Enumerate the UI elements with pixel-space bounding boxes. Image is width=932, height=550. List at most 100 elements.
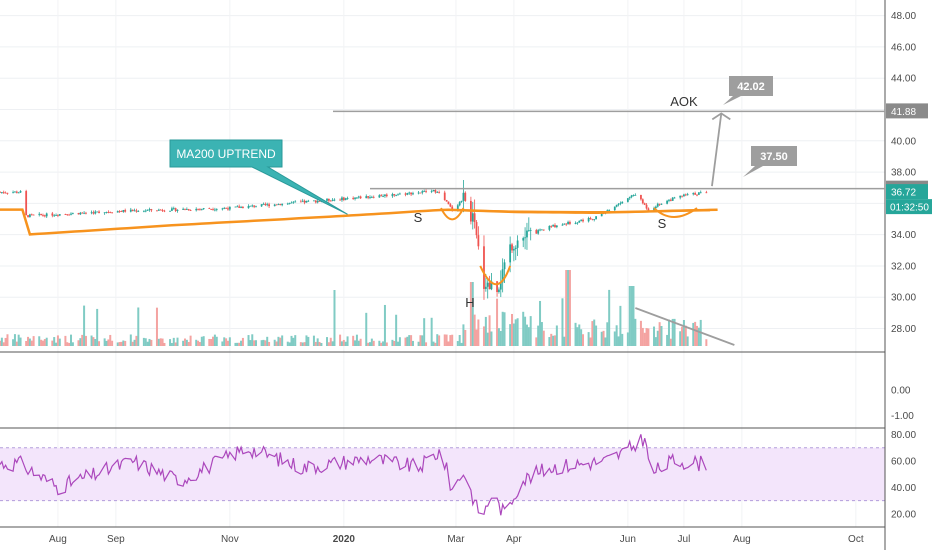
volume-bar (98, 341, 101, 346)
volume-bar (482, 326, 485, 346)
candle-body (200, 209, 203, 210)
candle-body (251, 205, 254, 207)
volume-bar (357, 340, 360, 346)
candle-body (563, 223, 566, 225)
candle-body (398, 193, 401, 195)
volume-bar (434, 342, 437, 346)
volume-bar (671, 318, 674, 346)
candle-body (357, 196, 360, 198)
countdown-tag-bg (886, 199, 932, 215)
volume-bar (318, 341, 321, 346)
volume-bar (615, 325, 618, 346)
price-tick-label: 28.00 (891, 324, 916, 335)
volume-bar (656, 330, 659, 346)
volume-bar (288, 342, 291, 346)
candle-body (458, 202, 461, 206)
volume-bar (346, 336, 349, 346)
volume-bar (621, 333, 624, 346)
volume-bar (17, 334, 20, 346)
candle-body (32, 214, 35, 216)
volume-bar (6, 334, 9, 346)
volume-bar (327, 342, 330, 346)
candle-body (626, 198, 629, 202)
volume-bar (53, 337, 56, 346)
rsi-tick-label: 20.00 (891, 509, 916, 520)
candle-body (223, 208, 226, 209)
volume-bar (692, 322, 695, 346)
rsi-tick-label: 80.00 (891, 430, 916, 441)
candle-body (240, 206, 242, 208)
volume-bar (339, 334, 342, 346)
candle-body (28, 214, 31, 217)
volume-bar (320, 342, 323, 346)
candle-body (372, 196, 375, 198)
target-price-callout[interactable] (723, 76, 773, 105)
candle-body (356, 197, 358, 199)
candle-body (83, 212, 85, 214)
candle-body (129, 209, 132, 212)
volume-bar (264, 340, 267, 346)
candle-body (12, 192, 14, 194)
volume-bar (38, 336, 41, 346)
volume-bar (183, 338, 186, 346)
volume-bar (120, 341, 123, 346)
volume-bar (496, 298, 499, 346)
volume-bar (365, 312, 368, 346)
candle-body (273, 204, 276, 207)
candle-body (85, 212, 87, 214)
volume-bar (503, 312, 506, 346)
candle-body (397, 194, 399, 196)
volume-bar (25, 340, 28, 346)
candle-body (133, 210, 136, 212)
volume-bar (382, 341, 385, 346)
volume-bar (286, 341, 289, 346)
rsi-line (0, 434, 707, 516)
volume-bar (367, 342, 370, 346)
candle-body (228, 206, 231, 210)
candle-body (187, 209, 190, 211)
measured-price-callout[interactable] (743, 146, 797, 177)
volume-bar (81, 334, 84, 346)
candle-body (593, 218, 596, 220)
volume-trendline[interactable] (635, 307, 735, 346)
volume-bar (144, 338, 147, 346)
candle-body (225, 208, 228, 209)
candle-body (236, 206, 239, 208)
target-arrow-shaft[interactable] (711, 113, 723, 187)
candle-body (157, 209, 160, 211)
candle-body (290, 202, 293, 204)
ma200-callout[interactable] (169, 139, 348, 215)
macd-tick-label: 0.00 (891, 386, 911, 397)
time-axis[interactable]: Aug Sep Nov 2020 Mar Apr Jun Jul Aug Oct (49, 534, 864, 545)
volume-bar (225, 338, 228, 346)
head-arc[interactable] (479, 265, 512, 286)
volume-bar (213, 334, 216, 346)
candle-body (0, 192, 3, 193)
neckline-curve[interactable] (457, 209, 711, 213)
volume-bar (660, 326, 663, 346)
candle-body (681, 195, 683, 197)
volume-bar (340, 341, 343, 346)
candle-body (526, 230, 528, 238)
candle-body (385, 194, 388, 197)
volume-bar (210, 339, 213, 346)
volume-bar (45, 337, 48, 346)
volume-bar (524, 316, 527, 346)
volume-bar (103, 338, 106, 346)
volume-bar (658, 322, 661, 346)
volume-bar (561, 298, 564, 346)
candle-body (555, 225, 558, 228)
price-axis[interactable]: 48.0046.0044.0042.0040.0038.0036.0034.00… (891, 11, 916, 520)
volume-bar (628, 286, 631, 346)
volume-bar (647, 328, 650, 346)
candle-body (542, 229, 545, 231)
volume-bar (189, 335, 192, 346)
volume-bar (333, 290, 336, 346)
candle-body (249, 205, 252, 207)
candle-body (630, 195, 633, 198)
volume-bar (397, 341, 400, 346)
volume-bar (273, 339, 276, 346)
volume-bar (522, 311, 525, 346)
volume-bar (208, 338, 211, 346)
